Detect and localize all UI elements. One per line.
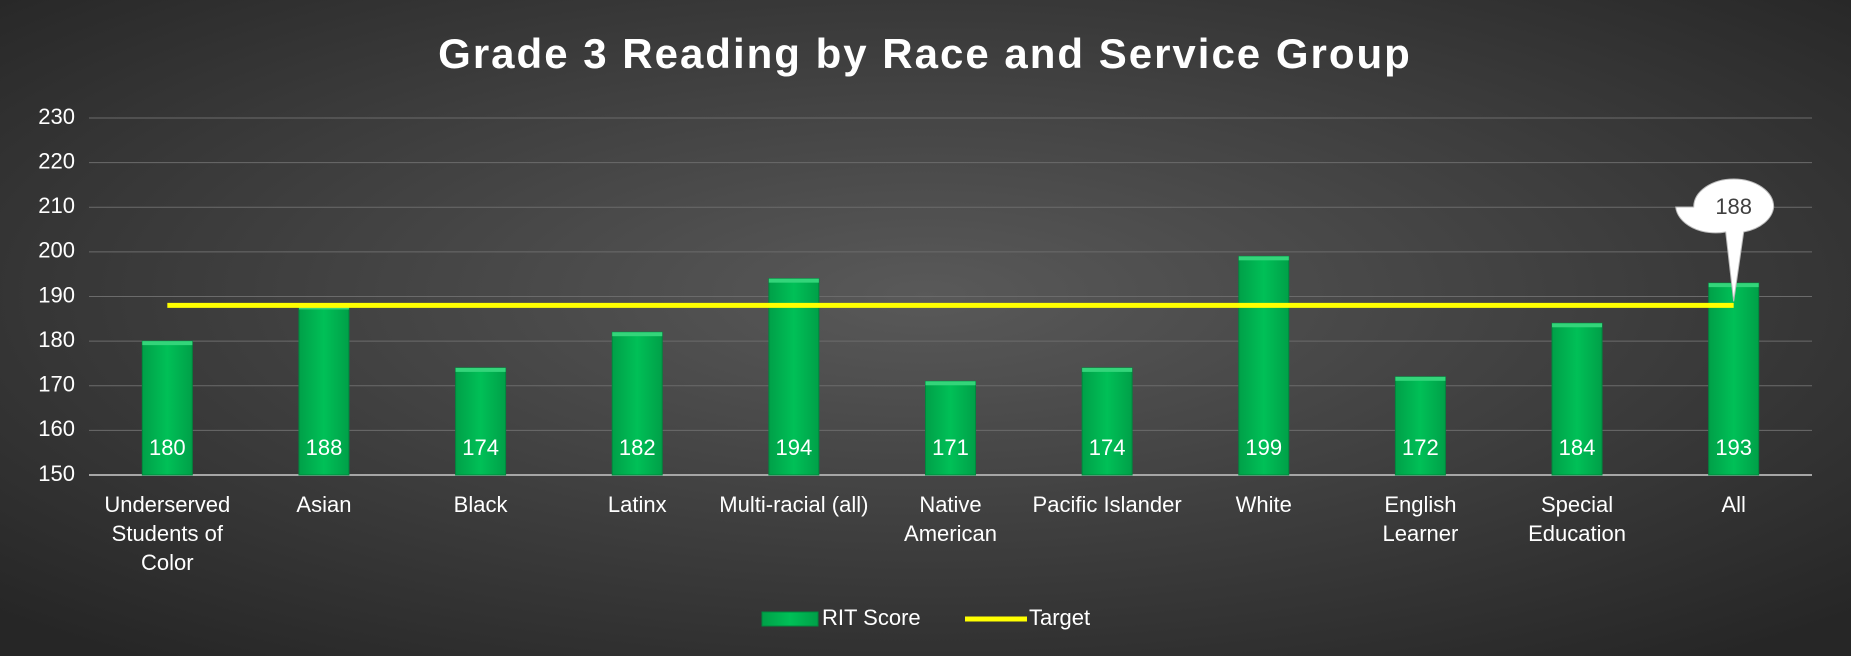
- y-tick-label: 190: [38, 282, 75, 307]
- x-tick-label: Multi-racial (all): [719, 492, 869, 517]
- x-tick-label-box: Pacific Islander: [1032, 492, 1182, 517]
- chart-title: Grade 3 Reading by Race and Service Grou…: [438, 30, 1412, 77]
- data-label: 188: [306, 435, 343, 460]
- bar: [611, 331, 663, 476]
- bar-top: [1238, 256, 1289, 261]
- x-tick-label: Latinx: [607, 492, 667, 517]
- bar: [925, 380, 976, 476]
- y-tick-label: 220: [38, 148, 75, 173]
- y-tick-label: 150: [38, 461, 75, 486]
- legend-label: RIT Score: [822, 605, 921, 630]
- data-label: 174: [1089, 435, 1126, 460]
- x-tick-label: English Learner: [1382, 492, 1459, 546]
- bar: [455, 367, 507, 476]
- x-tick-label-box: Black: [453, 492, 508, 517]
- bar-top: [1082, 367, 1133, 372]
- data-label: 174: [462, 435, 499, 460]
- legend-swatch: [761, 611, 819, 627]
- y-tick-label: 230: [38, 104, 75, 129]
- x-tick-label-box: Native American: [904, 492, 997, 546]
- callout: [1675, 178, 1775, 302]
- x-tick-label-box: Underserved Students of Color: [104, 492, 231, 575]
- x-tick-label-box: All: [1721, 492, 1746, 517]
- x-tick-label: All: [1721, 492, 1746, 517]
- x-tick-label: Asian: [296, 492, 352, 517]
- y-tick-label: 210: [38, 193, 75, 218]
- legend-label: Target: [1029, 605, 1090, 630]
- data-label: 188: [1715, 194, 1752, 219]
- data-label: 193: [1715, 435, 1752, 460]
- data-label: 194: [776, 435, 813, 460]
- bar-top: [1552, 323, 1603, 328]
- data-label: 184: [1559, 435, 1596, 460]
- bar: [1394, 376, 1446, 476]
- data-label: 171: [932, 435, 969, 460]
- x-tick-label-box: Multi-racial (all): [719, 492, 869, 517]
- bar-top: [142, 341, 193, 346]
- data-label: 172: [1402, 435, 1439, 460]
- y-tick-label: 160: [38, 416, 75, 441]
- bar-top: [455, 367, 506, 372]
- bar-top: [768, 278, 819, 283]
- bar-top: [612, 332, 663, 337]
- bar: [141, 340, 193, 476]
- x-tick-label: Pacific Islander: [1032, 492, 1182, 517]
- x-tick-label: Native American: [904, 492, 997, 546]
- y-tick-label: 170: [38, 372, 75, 397]
- x-tick-label: Black: [453, 492, 508, 517]
- data-label: 182: [619, 435, 656, 460]
- x-tick-label: White: [1235, 492, 1292, 517]
- x-tick-label-box: White: [1235, 492, 1292, 517]
- bar: [1708, 282, 1760, 476]
- bar-top: [925, 381, 976, 386]
- x-tick-label: Special Education: [1528, 492, 1626, 546]
- y-tick-label: 180: [38, 327, 75, 352]
- x-tick-label-box: Latinx: [607, 492, 667, 517]
- bar: [1238, 255, 1290, 476]
- x-tick-label-box: Asian: [296, 492, 352, 517]
- y-tick-label: 200: [38, 238, 75, 263]
- data-label: 180: [149, 435, 186, 460]
- bar-top: [1395, 376, 1446, 381]
- data-label: 199: [1245, 435, 1282, 460]
- x-tick-label-box: Special Education: [1528, 492, 1626, 546]
- bar: [1551, 322, 1603, 476]
- x-tick-label: Underserved Students of Color: [104, 492, 231, 575]
- x-tick-label-box: English Learner: [1382, 492, 1459, 546]
